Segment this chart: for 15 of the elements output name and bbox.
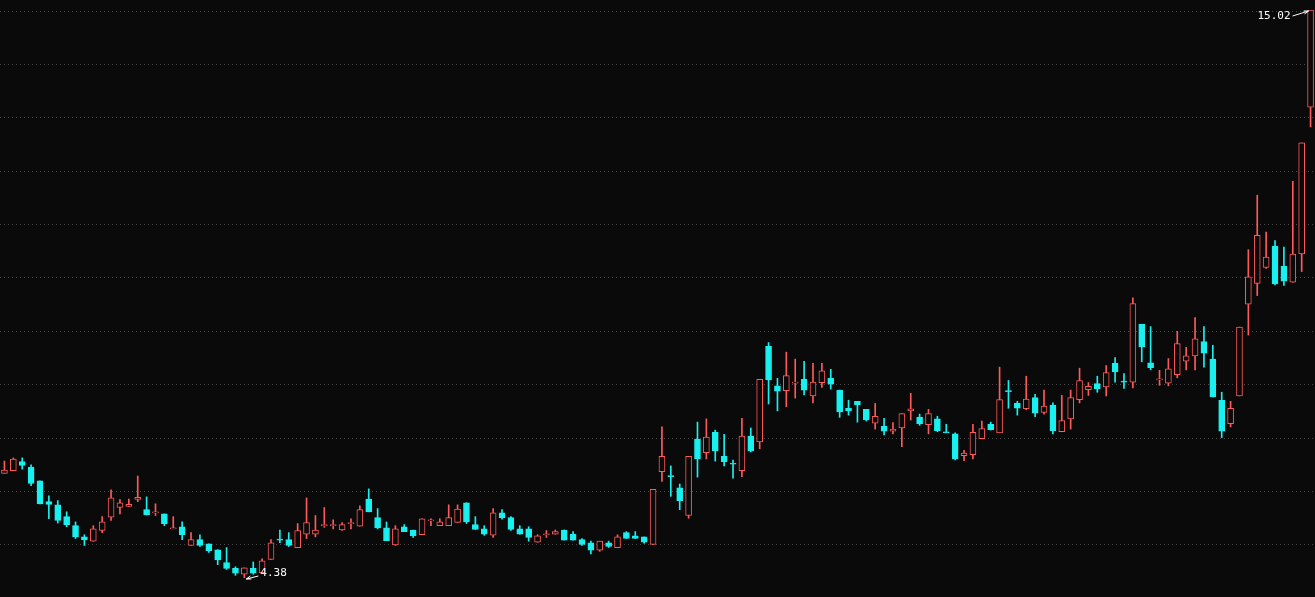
- candlestick: [134, 475, 142, 502]
- candlestick: [276, 529, 284, 544]
- candlestick: [942, 423, 950, 434]
- candlestick: [791, 358, 799, 399]
- candlestick: [45, 495, 53, 520]
- candlestick: [169, 516, 177, 530]
- candlestick: [889, 422, 897, 435]
- candlestick: [729, 459, 737, 479]
- annotation: 4.38: [260, 565, 287, 579]
- candlestick: [320, 507, 328, 528]
- candlestick: [427, 518, 435, 527]
- candlestick: [1120, 373, 1128, 389]
- candlestick: [329, 519, 337, 530]
- candlestick: [907, 392, 915, 421]
- annotation: 15.02: [1257, 8, 1291, 22]
